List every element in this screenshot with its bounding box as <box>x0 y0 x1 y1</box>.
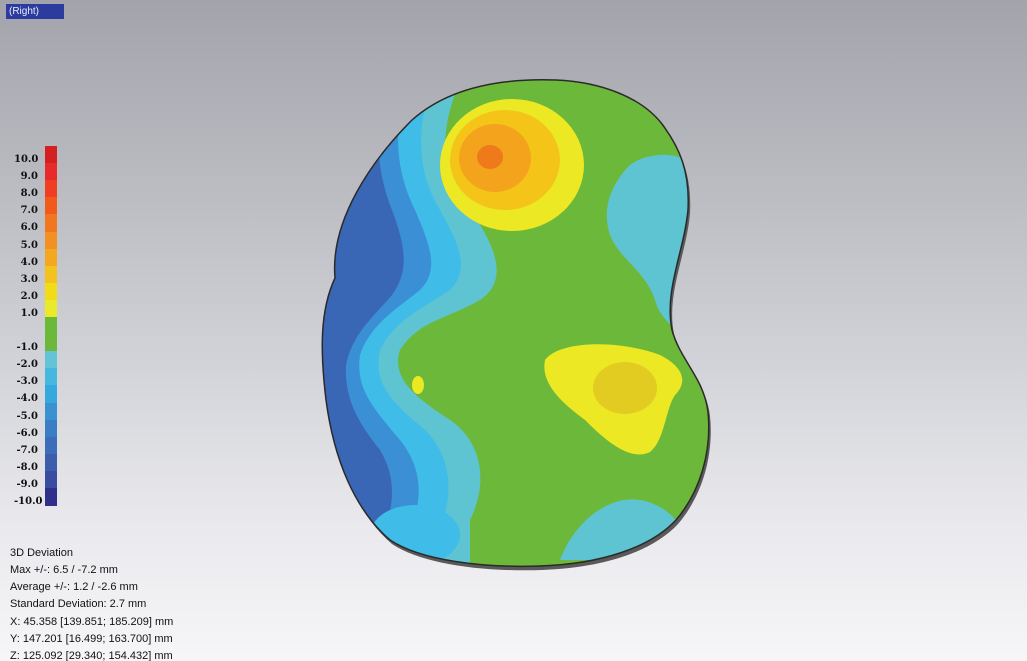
legend-swatch <box>45 488 57 506</box>
legend-swatch <box>45 453 57 472</box>
legend-swatch <box>45 146 57 164</box>
legend-tick-label: -4.0 <box>16 393 38 405</box>
legend-swatch <box>45 317 57 352</box>
legend-swatch <box>45 368 57 386</box>
legend-tick-label: 4.0 <box>20 256 38 268</box>
legend-tick-label: -2.0 <box>16 359 38 371</box>
legend-tick-label: -3.0 <box>16 376 38 388</box>
legend-tick-label: -6.0 <box>16 427 38 439</box>
color-scale-legend: 10.0 9.0 8.0 7.0 6.0 5.0 4.0 3.0 2.0 1.0 -1.0 -2.0 -… <box>0 0 80 540</box>
stats-max: Max +/-: 6.5 / -7.2 mm <box>10 564 118 576</box>
legend-tick-label: -9.0 <box>16 478 38 490</box>
legend-swatch <box>45 402 57 421</box>
legend-tick-label: -5.0 <box>16 410 38 422</box>
legend-swatch <box>45 385 57 403</box>
model-speck-yellow <box>412 376 424 394</box>
legend-tick-label: 2.0 <box>20 290 38 302</box>
model-hotspot-orange-dark <box>477 145 503 169</box>
legend-swatch <box>45 231 57 250</box>
legend-swatch <box>45 197 57 215</box>
legend-tick-label: 9.0 <box>20 171 38 183</box>
legend-swatch <box>45 419 57 438</box>
deviation-stats: 3D Deviation Max +/-: 6.5 / -7.2 mm Aver… <box>10 545 146 613</box>
legend-tick-label: 1.0 <box>20 307 38 319</box>
legend-tick-label: 3.0 <box>20 273 38 285</box>
legend-swatch <box>45 214 57 232</box>
legend-swatch <box>45 436 57 455</box>
view-direction-tab[interactable]: (Right) <box>6 4 64 19</box>
legend-tick-label: -10.0 <box>14 496 43 507</box>
legend-swatch <box>45 299 57 318</box>
coord-y: Y: 147.201 [16.499; 163.700] mm <box>10 633 173 645</box>
legend-swatch <box>45 163 57 181</box>
legend-swatch <box>45 180 57 198</box>
stats-std-dev: Standard Deviation: 2.7 mm <box>10 598 147 610</box>
legend-swatch <box>45 470 57 489</box>
model-outline <box>321 79 710 568</box>
legend-swatch <box>45 282 57 301</box>
coord-z: Z: 125.092 [29.340; 154.432] mm <box>10 650 173 661</box>
stats-average: Average +/-: 1.2 / -2.6 mm <box>10 581 138 593</box>
stats-title: 3D Deviation <box>10 547 73 559</box>
legend-swatch <box>45 351 57 369</box>
legend-tick-label: -8.0 <box>16 461 38 473</box>
cursor-coordinates: X: 45.358 [139.851; 185.209] mm Y: 147.2… <box>10 614 173 661</box>
legend-tick-label: 5.0 <box>20 239 38 251</box>
model-hotspot-yellow-lower-core <box>593 362 657 414</box>
legend-tick-label: 10.0 <box>14 154 39 165</box>
coord-x: X: 45.358 [139.851; 185.209] mm <box>10 616 174 628</box>
legend-swatch <box>45 265 57 284</box>
legend-tick-label: 7.0 <box>20 205 38 217</box>
legend-tick-label: -1.0 <box>16 342 38 354</box>
legend-tick-label: 6.0 <box>20 222 38 234</box>
legend-tick-label: -7.0 <box>16 444 38 456</box>
legend-swatch <box>45 248 57 267</box>
legend-tick-label: 8.0 <box>20 188 38 200</box>
